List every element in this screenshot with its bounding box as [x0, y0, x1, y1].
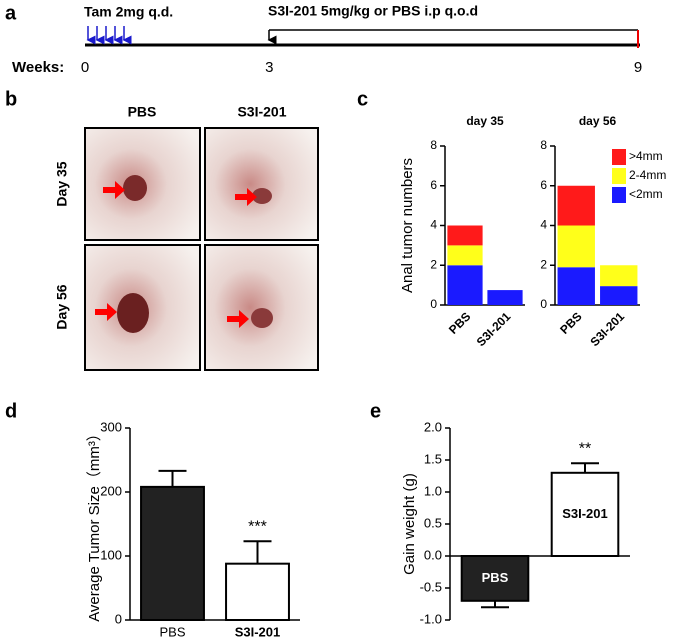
y-tick-label: 2.0: [424, 419, 442, 434]
panel-label: a: [5, 2, 17, 24]
panel-label: d: [5, 400, 17, 422]
y-tick-label: -0.5: [420, 579, 442, 594]
x-tick-label: PBS: [482, 570, 509, 585]
bar-segment: [447, 245, 483, 266]
bar-segment: [487, 290, 523, 305]
x-tick-label: PBS: [557, 309, 584, 336]
x-tick-label: S3I-201: [235, 624, 281, 639]
facet-title: day 56: [579, 114, 617, 128]
legend-label: >4mm: [629, 149, 663, 163]
x-tick-label: S3I-201: [562, 506, 608, 521]
x-tick-label: S3I-201: [474, 309, 514, 349]
timeline-tick-label: 3: [265, 59, 273, 76]
bar: [140, 485, 205, 621]
photo-grid: PBS S3I-201 Day 35 Day 56: [54, 104, 319, 371]
y-axis-label: Average Tumor Size（mm³）: [86, 426, 103, 622]
bar-segment: [447, 225, 483, 246]
y-tick-label: 1.0: [424, 483, 442, 498]
y-tick-label: 200: [100, 483, 122, 498]
photo: [84, 127, 201, 241]
tam-arrows: [86, 26, 132, 45]
legend-swatch: [612, 168, 626, 184]
y-tick-label: 0.5: [424, 515, 442, 530]
row-header: Day 56: [54, 284, 70, 329]
photo: [204, 127, 319, 241]
x-tick-label: PBS: [446, 309, 473, 336]
y-tick-label: 2: [430, 257, 437, 271]
photo: [84, 244, 201, 371]
bar: [550, 471, 620, 557]
legend-swatch: [612, 187, 626, 203]
y-tick-label: 0: [540, 297, 547, 311]
row-header: Day 35: [54, 161, 70, 206]
bar: [460, 555, 530, 602]
bar-segment: [600, 265, 638, 287]
legend-label: <2mm: [629, 187, 663, 201]
panel-label: e: [370, 400, 381, 422]
y-tick-label: 0: [430, 297, 437, 311]
bar: [225, 562, 290, 621]
y-tick-label: 2: [540, 257, 547, 271]
bar-segment: [600, 286, 638, 305]
y-tick-label: 8: [540, 138, 547, 152]
legend-label: 2-4mm: [629, 168, 666, 182]
y-tick-label: 4: [430, 218, 437, 232]
y-tick-label: 0.0: [424, 547, 442, 562]
timeline-tick-label: 9: [634, 59, 642, 76]
column-header: S3I-201: [237, 104, 286, 120]
y-tick-label: -1.0: [420, 611, 442, 626]
bar-segment: [557, 185, 595, 226]
x-tick-label: S3I-201: [587, 309, 627, 349]
bar-segment: [447, 265, 483, 305]
column-header: PBS: [128, 104, 157, 120]
panel-label: c: [357, 88, 368, 110]
panel-label: b: [5, 88, 17, 110]
y-tick-label: 4: [540, 218, 547, 232]
y-tick-label: 100: [100, 547, 122, 562]
timeline: Tam 2mg q.d. S3I-201 5mg/kg or PBS i.p q…: [12, 3, 640, 76]
treatment-label: S3I-201 5mg/kg or PBS i.p q.o.d: [268, 3, 478, 19]
y-tick-label: 6: [430, 178, 437, 192]
x-tick-label: PBS: [159, 624, 185, 639]
y-tick-label: 0: [115, 611, 122, 626]
facet-title: day 35: [466, 114, 504, 128]
y-axis-label: Anal tumor numbers: [399, 158, 416, 293]
tam-label: Tam 2mg q.d.: [84, 4, 173, 20]
annotation: **: [579, 440, 591, 457]
y-axis-label: Gain weight (g): [401, 473, 418, 575]
annotation: ***: [248, 518, 267, 535]
bar-segment: [557, 267, 595, 305]
y-tick-label: 8: [430, 138, 437, 152]
bar-segment: [557, 225, 595, 268]
y-tick-label: 1.5: [424, 451, 442, 466]
photo: [204, 244, 319, 371]
axis-label: Weeks:: [12, 59, 64, 76]
y-tick-label: 6: [540, 178, 547, 192]
timeline-tick-label: 0: [81, 59, 89, 76]
y-tick-label: 300: [100, 419, 122, 434]
legend-swatch: [612, 149, 626, 165]
